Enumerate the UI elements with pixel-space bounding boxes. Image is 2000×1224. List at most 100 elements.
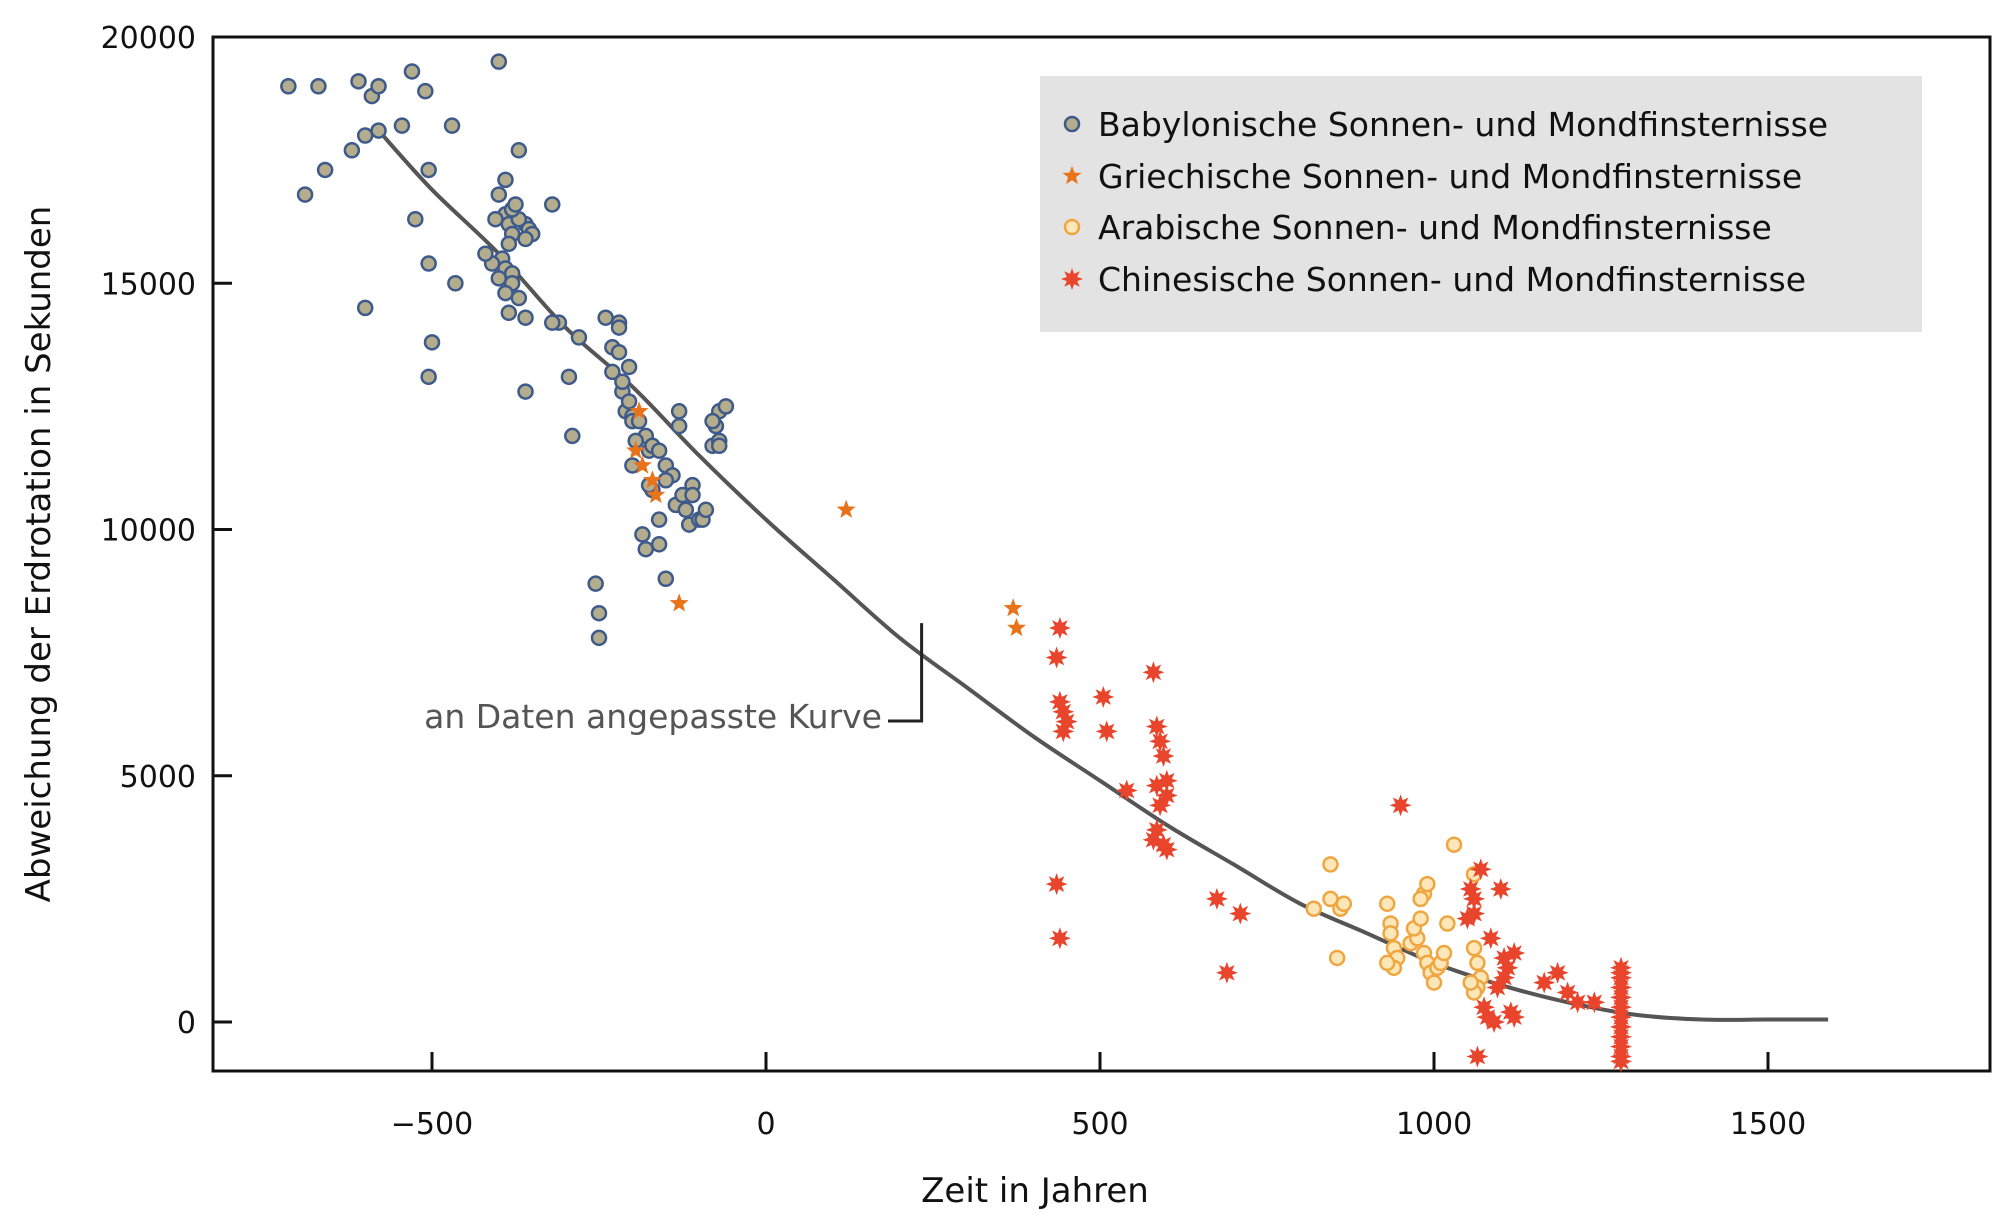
babylonian-point — [650, 536, 668, 553]
chinese-point — [1483, 1011, 1506, 1033]
babylonian-point — [487, 210, 504, 228]
chinese-point — [1152, 745, 1175, 767]
x-axis: −500 0 500 1000 1500 — [391, 1052, 1806, 1142]
chinese-point — [1095, 720, 1118, 743]
babylonian-point — [280, 78, 297, 95]
chinese-point — [1463, 902, 1486, 925]
babylonian-point — [420, 368, 437, 386]
chinese-point — [1466, 1045, 1489, 1068]
x-tick-label: 1000 — [1396, 1107, 1472, 1142]
babylonian-point — [564, 427, 581, 445]
babylonian-point — [350, 73, 367, 90]
babylonian-point — [343, 142, 361, 159]
legend-marker-greek — [1062, 166, 1082, 185]
chinese-point — [1142, 661, 1165, 684]
babylonian-point — [510, 289, 528, 307]
legend-marker-babylonian — [1063, 115, 1081, 133]
babylonian-point — [370, 78, 387, 95]
arabic-point — [1419, 875, 1436, 893]
y-axis-label: Abweichung der Erdrotation in Sekunden — [19, 206, 59, 903]
babylonian-point — [403, 63, 421, 80]
arabic-point — [1328, 949, 1346, 967]
babylonian-point — [543, 314, 561, 331]
y-tick-label: 10000 — [101, 514, 196, 549]
arabic-point — [1439, 915, 1456, 932]
arabic-point — [1412, 910, 1429, 927]
chinese-point — [1503, 942, 1526, 964]
babylonian-point — [517, 309, 534, 326]
babylonian-point — [670, 403, 688, 420]
chinese-point — [1142, 828, 1165, 851]
babylonian-point — [710, 437, 728, 455]
greek-point — [1003, 598, 1023, 617]
babylonian-point — [620, 393, 638, 410]
babylonian-point — [597, 309, 614, 326]
legend-label-greek: Griechische Sonnen- und Mondfinsternisse — [1098, 157, 1802, 196]
babylonian-point — [704, 412, 721, 430]
babylonian-point — [423, 334, 441, 351]
greek-point — [1007, 618, 1026, 637]
legend-background — [1040, 76, 1922, 332]
babylonian-point — [420, 255, 437, 272]
greek-series — [626, 401, 1026, 637]
legend-marker-chinese — [1061, 268, 1083, 290]
arabic-point — [1425, 974, 1443, 991]
chinese-point — [1048, 617, 1071, 639]
babylonian-point — [500, 304, 518, 322]
chinese-point — [1610, 961, 1632, 984]
legend-label-arabic: Arabische Sonnen- und Mondfinsternisse — [1098, 208, 1772, 247]
babylonian-point — [417, 82, 434, 100]
chinese-point — [1149, 730, 1172, 753]
babylonian-point — [443, 117, 461, 134]
chinese-point — [1583, 991, 1606, 1014]
chinese-point — [1229, 902, 1252, 925]
chinese-point — [1145, 715, 1168, 738]
babylonian-point — [517, 230, 534, 248]
greek-point — [626, 440, 646, 459]
babylonian-point — [310, 78, 327, 95]
babylonian-point — [670, 417, 688, 435]
babylonian-point — [490, 53, 508, 70]
babylonian-point — [407, 210, 424, 228]
babylonian-point — [684, 486, 701, 504]
y-tick-label: 5000 — [120, 760, 196, 795]
babylonian-point — [497, 171, 514, 189]
greek-point — [836, 499, 856, 518]
babylonian-series — [280, 53, 735, 647]
greek-point — [642, 470, 662, 489]
babylonian-point — [490, 186, 508, 203]
x-tick-label: 0 — [756, 1107, 775, 1142]
greek-point — [669, 593, 689, 612]
babylonian-point — [507, 196, 524, 213]
arabic-point — [1322, 856, 1339, 873]
x-tick-label: −500 — [391, 1107, 473, 1142]
chinese-point — [1469, 858, 1492, 881]
legend-markers — [1061, 115, 1083, 290]
arabic-point — [1412, 890, 1429, 908]
y-axis: 0 5000 10000 15000 20000 — [101, 21, 232, 1041]
babylonian-point — [650, 511, 668, 528]
arabic-point — [1305, 900, 1323, 917]
greek-point — [646, 485, 666, 504]
y-tick-label: 20000 — [101, 21, 196, 56]
babylonian-point — [587, 575, 604, 592]
chinese-point — [1463, 887, 1486, 910]
annotation-leader-line — [888, 623, 924, 723]
chinese-point — [1479, 927, 1502, 950]
babylonian-point — [510, 142, 528, 159]
arabic-point — [1382, 925, 1399, 942]
babylonian-point — [447, 275, 464, 292]
babylonian-point — [560, 368, 578, 386]
babylonian-point — [497, 284, 514, 302]
y-tick-label: 15000 — [101, 267, 196, 302]
babylonian-point — [316, 161, 334, 179]
arabic-series — [1305, 836, 1490, 1001]
chinese-point — [1389, 794, 1412, 817]
greek-point — [632, 455, 652, 474]
babylonian-point — [477, 245, 494, 262]
arabic-point — [1378, 954, 1396, 972]
chinese-point — [1533, 971, 1556, 994]
y-tick-label: 0 — [177, 1006, 196, 1041]
chinese-point — [1052, 720, 1075, 743]
